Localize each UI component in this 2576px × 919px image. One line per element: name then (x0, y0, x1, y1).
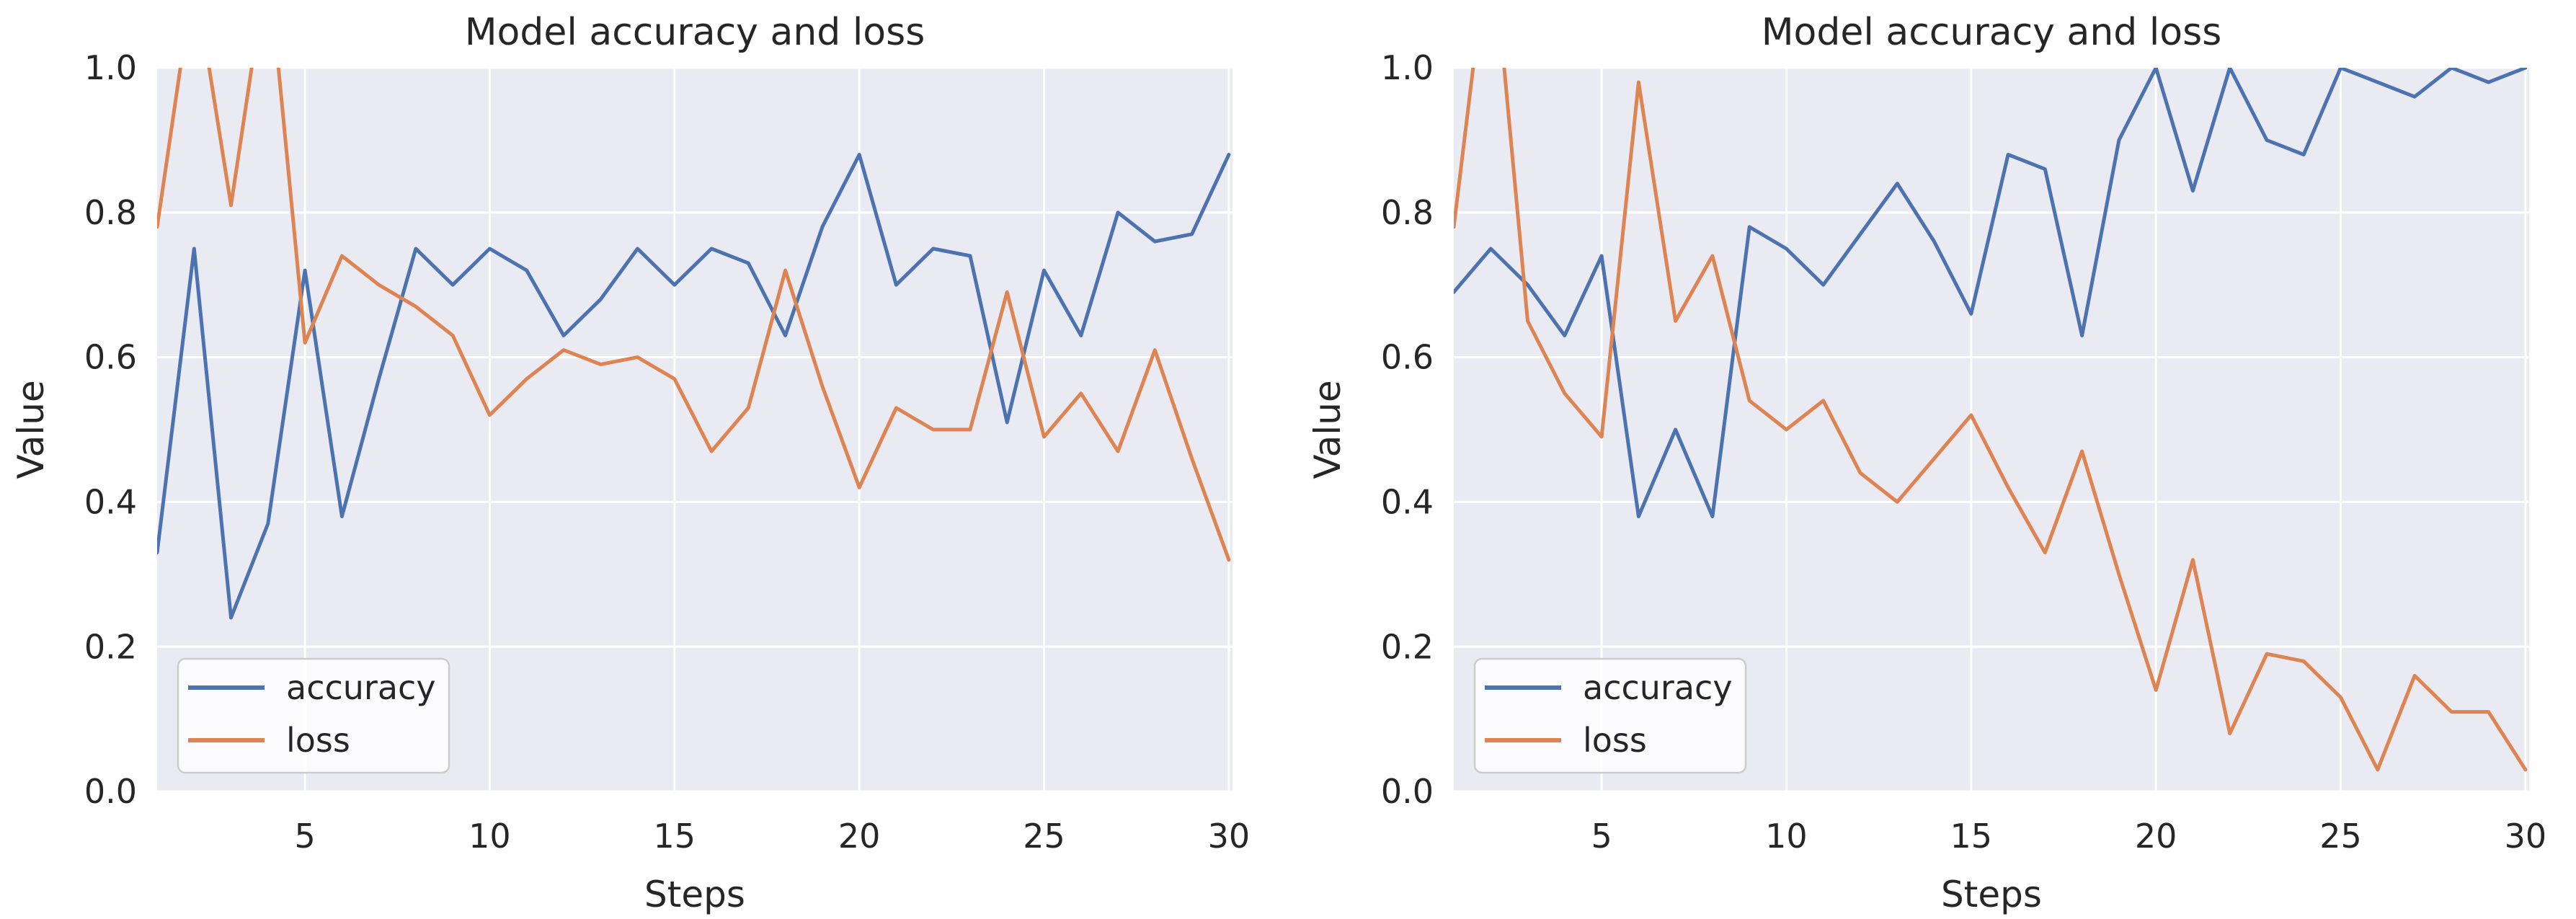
y-tick-label: 0.0 (84, 772, 137, 811)
series-lines (1454, 68, 2528, 772)
x-tick-label: 10 (468, 817, 511, 856)
chart-title: Model accuracy and loss (465, 11, 925, 54)
series-lines (157, 68, 1231, 620)
chart-right-accuracy-loss: 0.0 0.2 0.4 0.6 0.8 1.0 5 10 15 20 25 30 Model accur… (1307, 11, 2547, 915)
x-tick-label: 15 (1950, 817, 1993, 856)
y-tick-label: 0.4 (1381, 483, 1434, 522)
x-tick-label: 5 (294, 817, 315, 856)
legend: accuracy loss (1473, 657, 1747, 774)
y-tick-label: 1.0 (84, 48, 137, 87)
x-tick-label: 10 (1765, 817, 1808, 856)
legend-label-accuracy: accuracy (1583, 668, 1733, 707)
x-tick-label: 15 (654, 817, 696, 856)
y-tick-label: 0.8 (84, 193, 137, 232)
x-tick-label: 30 (1208, 817, 1251, 856)
x-tick-label: 20 (2135, 817, 2177, 856)
x-axis-label: Steps (1941, 874, 2042, 915)
x-tick-label: 30 (2505, 817, 2547, 856)
x-tick-label: 5 (1591, 817, 1612, 856)
x-axis-label: Steps (644, 874, 745, 915)
y-axis-label: Value (1307, 380, 1349, 479)
line-loss (1454, 68, 2528, 772)
legend-label-accuracy: accuracy (286, 668, 436, 707)
line-accuracy (1454, 68, 2528, 518)
x-tick-label: 20 (838, 817, 881, 856)
y-tick-label: 1.0 (1381, 48, 1434, 87)
y-tick-label: 0.2 (84, 627, 137, 666)
y-tick-label: 0.8 (1381, 193, 1434, 232)
x-tick-label: 25 (1023, 817, 1065, 856)
y-tick-label: 0.0 (1381, 772, 1434, 811)
y-axis-label: Value (10, 380, 52, 479)
line-accuracy (157, 153, 1231, 620)
legend-label-loss: loss (1583, 721, 1647, 760)
y-tick-label: 0.4 (84, 483, 137, 522)
y-tick-label: 0.6 (84, 338, 137, 377)
chart-left-accuracy-loss: 0.0 0.2 0.4 0.6 0.8 1.0 5 10 15 20 25 30 Model accur… (10, 11, 1251, 915)
chart-title: Model accuracy and loss (1762, 11, 2222, 54)
x-tick-label: 25 (2319, 817, 2362, 856)
y-tick-label: 0.6 (1381, 338, 1434, 377)
y-tick-label: 0.2 (1381, 627, 1434, 666)
line-loss (157, 68, 1231, 562)
legend: accuracy loss (177, 657, 450, 774)
legend-label-loss: loss (286, 721, 350, 760)
